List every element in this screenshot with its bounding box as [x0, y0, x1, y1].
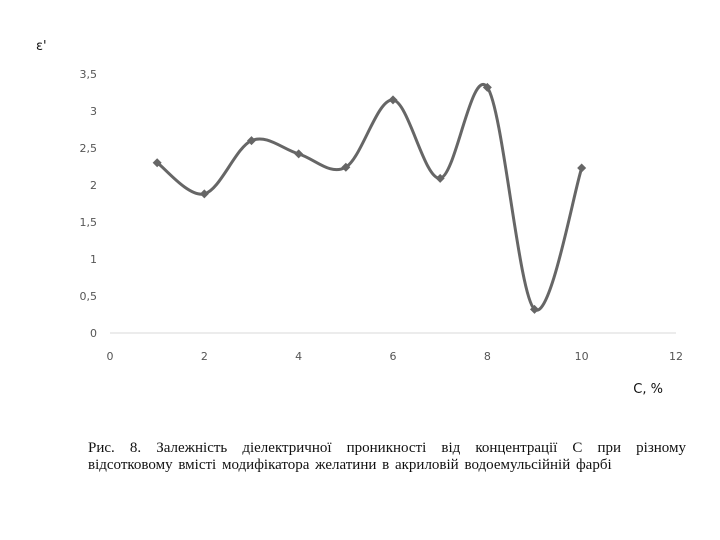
- data-point-marker: [482, 82, 492, 92]
- x-tick-label: 6: [390, 350, 397, 363]
- y-tick-label: 1,5: [80, 216, 98, 229]
- y-tick-labels: 0 0,5 1 1,5 2 2,5 3 3,5: [80, 68, 98, 340]
- x-tick-label: 4: [295, 350, 302, 363]
- y-tick-label: 3,5: [80, 68, 98, 81]
- y-tick-label: 1: [90, 253, 97, 266]
- y-axis-title: ε': [36, 39, 47, 54]
- data-point-marker: [247, 136, 256, 146]
- series-markers: [152, 82, 587, 314]
- data-point-marker: [435, 173, 445, 183]
- y-tick-label: 3: [90, 105, 97, 118]
- data-point-marker: [530, 304, 539, 314]
- figure-caption: Рис. 8. Залежність діелектричної проникн…: [88, 440, 686, 473]
- y-tick-label: 2: [90, 179, 97, 192]
- y-tick-label: 2,5: [80, 142, 98, 155]
- chart: 0 0,5 1 1,5 2 2,5 3 3,5 0 2 4 6 8 10 12 ε' C, %: [36, 39, 684, 397]
- x-tick-label: 12: [669, 350, 683, 363]
- x-tick-label: 2: [201, 350, 208, 363]
- data-point-marker: [388, 95, 398, 105]
- x-tick-label: 0: [107, 350, 114, 363]
- data-point-marker: [294, 149, 304, 159]
- data-point-marker: [577, 163, 587, 173]
- series-line: [155, 83, 584, 312]
- y-tick-label: 0: [90, 327, 97, 340]
- x-tick-label: 10: [575, 350, 589, 363]
- x-axis-title: C, %: [633, 382, 663, 397]
- x-tick-label: 8: [484, 350, 491, 363]
- data-point-marker: [152, 158, 162, 168]
- data-point-marker: [199, 189, 209, 199]
- x-tick-labels: 0 2 4 6 8 10 12: [107, 350, 684, 363]
- data-point-marker: [341, 162, 351, 172]
- y-tick-label: 0,5: [80, 290, 98, 303]
